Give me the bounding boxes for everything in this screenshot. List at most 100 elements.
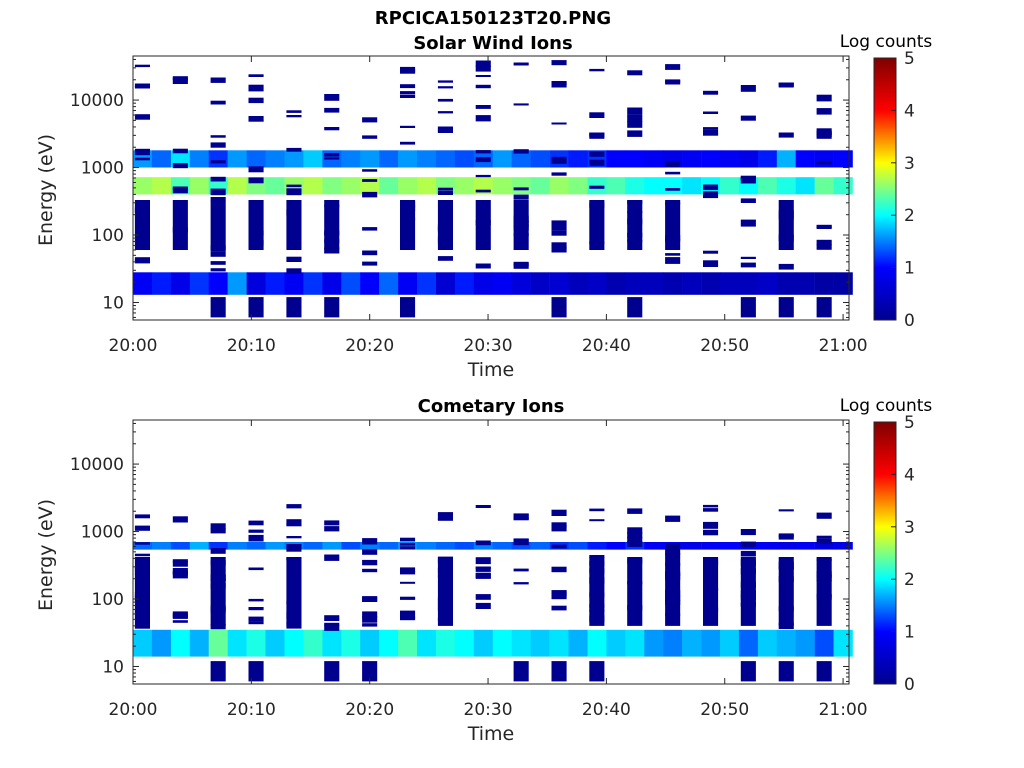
heatmap-cell bbox=[703, 133, 719, 136]
heatmap-cell bbox=[227, 629, 247, 657]
heatmap-cell bbox=[627, 527, 643, 534]
colorbar-tick-label: 2 bbox=[904, 206, 915, 226]
heatmap-cell bbox=[475, 557, 491, 565]
heatmap-cell bbox=[816, 557, 832, 626]
heatmap-cell bbox=[665, 553, 681, 558]
heatmap-cell bbox=[682, 629, 702, 657]
cometary-title: Cometary Ions bbox=[418, 396, 565, 417]
x-tick-label: 20:30 bbox=[464, 336, 513, 356]
heatmap-cell bbox=[740, 550, 756, 557]
heatmap-cell bbox=[454, 542, 475, 550]
heatmap-cell bbox=[227, 177, 247, 195]
heatmap-cell bbox=[400, 91, 416, 94]
heatmap-cell bbox=[740, 557, 756, 626]
heatmap-cell bbox=[170, 272, 191, 295]
heatmap-cell bbox=[362, 611, 378, 618]
heatmap-cell bbox=[170, 542, 191, 550]
x-tick-label: 20:10 bbox=[227, 336, 276, 356]
solar-wind-y-axis: 10 100 1000 10000 bbox=[70, 58, 849, 318]
heatmap-cell bbox=[362, 179, 378, 182]
heatmap-cell bbox=[341, 272, 361, 295]
heatmap-cell bbox=[778, 535, 794, 540]
heatmap-cell bbox=[324, 94, 340, 101]
heatmap-cell bbox=[303, 177, 323, 195]
heatmap-cell bbox=[568, 150, 588, 168]
heatmap-cell bbox=[400, 613, 416, 619]
heatmap-cell bbox=[816, 512, 832, 519]
heatmap-cell bbox=[816, 297, 832, 318]
heatmap-cell bbox=[738, 272, 759, 295]
x-tick-label: 20:50 bbox=[700, 336, 749, 356]
heatmap-cell bbox=[740, 529, 756, 536]
heatmap-cell bbox=[530, 629, 550, 657]
heatmap-cell bbox=[265, 629, 285, 657]
heatmap-cell bbox=[400, 571, 416, 575]
heatmap-cell bbox=[551, 172, 567, 176]
cometary-xlabel: Time bbox=[467, 723, 515, 745]
heatmap-cell bbox=[703, 508, 719, 512]
heatmap-cell bbox=[265, 177, 285, 195]
x-tick-label: 20:40 bbox=[582, 336, 631, 356]
heatmap-cell bbox=[627, 557, 643, 626]
heatmap-cell bbox=[589, 555, 605, 558]
x-tick-label: 20:00 bbox=[109, 700, 158, 720]
heatmap-cell bbox=[322, 542, 342, 550]
heatmap-cell bbox=[436, 542, 456, 550]
heatmap-cell bbox=[682, 150, 702, 168]
heatmap-cell bbox=[513, 263, 529, 269]
heatmap-cell bbox=[134, 157, 150, 161]
heatmap-cell bbox=[246, 150, 266, 168]
heatmap-cell bbox=[740, 85, 756, 92]
heatmap-cell bbox=[324, 520, 340, 526]
heatmap-cell bbox=[644, 272, 664, 295]
heatmap-cell bbox=[475, 75, 491, 77]
heatmap-cell bbox=[492, 177, 512, 195]
colorbar-tick-label: 1 bbox=[904, 623, 915, 643]
heatmap-cell bbox=[513, 538, 529, 546]
heatmap-cell bbox=[703, 557, 719, 626]
heatmap-cell bbox=[627, 536, 643, 544]
heatmap-cell bbox=[814, 150, 834, 168]
heatmap-cell bbox=[778, 509, 794, 512]
heatmap-cell bbox=[663, 177, 683, 195]
heatmap-cell bbox=[134, 83, 150, 87]
heatmap-cell bbox=[776, 177, 796, 195]
heatmap-cell bbox=[530, 542, 550, 550]
heatmap-cell bbox=[530, 150, 550, 168]
heatmap-cell bbox=[776, 542, 796, 550]
heatmap-cell bbox=[454, 177, 475, 195]
heatmap-cell bbox=[189, 150, 209, 168]
heatmap-cell bbox=[324, 661, 340, 682]
heatmap-cell bbox=[172, 568, 188, 574]
heatmap-cell bbox=[551, 122, 567, 125]
heatmap-cell bbox=[189, 177, 209, 195]
colorbar-tick-label: 4 bbox=[904, 101, 915, 121]
heatmap-cell bbox=[589, 112, 605, 118]
heatmap-cell bbox=[379, 177, 399, 195]
heatmap-cell bbox=[248, 621, 264, 625]
heatmap-cell bbox=[400, 597, 416, 600]
heatmap-cell bbox=[210, 135, 226, 138]
heatmap-cell bbox=[703, 111, 719, 114]
heatmap-cell bbox=[778, 661, 794, 682]
heatmap-cell bbox=[475, 572, 491, 579]
heatmap-cell bbox=[286, 557, 302, 626]
heatmap-cell bbox=[589, 151, 605, 157]
x-tick-label: 20:50 bbox=[700, 700, 749, 720]
heatmap-cell bbox=[208, 272, 228, 295]
heatmap-cell bbox=[248, 520, 264, 526]
heatmap-cell bbox=[210, 197, 226, 201]
heatmap-cell bbox=[513, 194, 529, 200]
heatmap-cell bbox=[362, 169, 378, 172]
heatmap-cell bbox=[665, 257, 681, 264]
heatmap-cell bbox=[210, 548, 226, 554]
colorbar-tick-label: 4 bbox=[904, 465, 915, 485]
heatmap-cell bbox=[589, 519, 605, 522]
heatmap-cell bbox=[322, 629, 342, 657]
heatmap-cell bbox=[814, 542, 834, 550]
heatmap-cell bbox=[663, 272, 683, 295]
heatmap-cell bbox=[172, 573, 188, 579]
heatmap-cell bbox=[549, 629, 569, 657]
